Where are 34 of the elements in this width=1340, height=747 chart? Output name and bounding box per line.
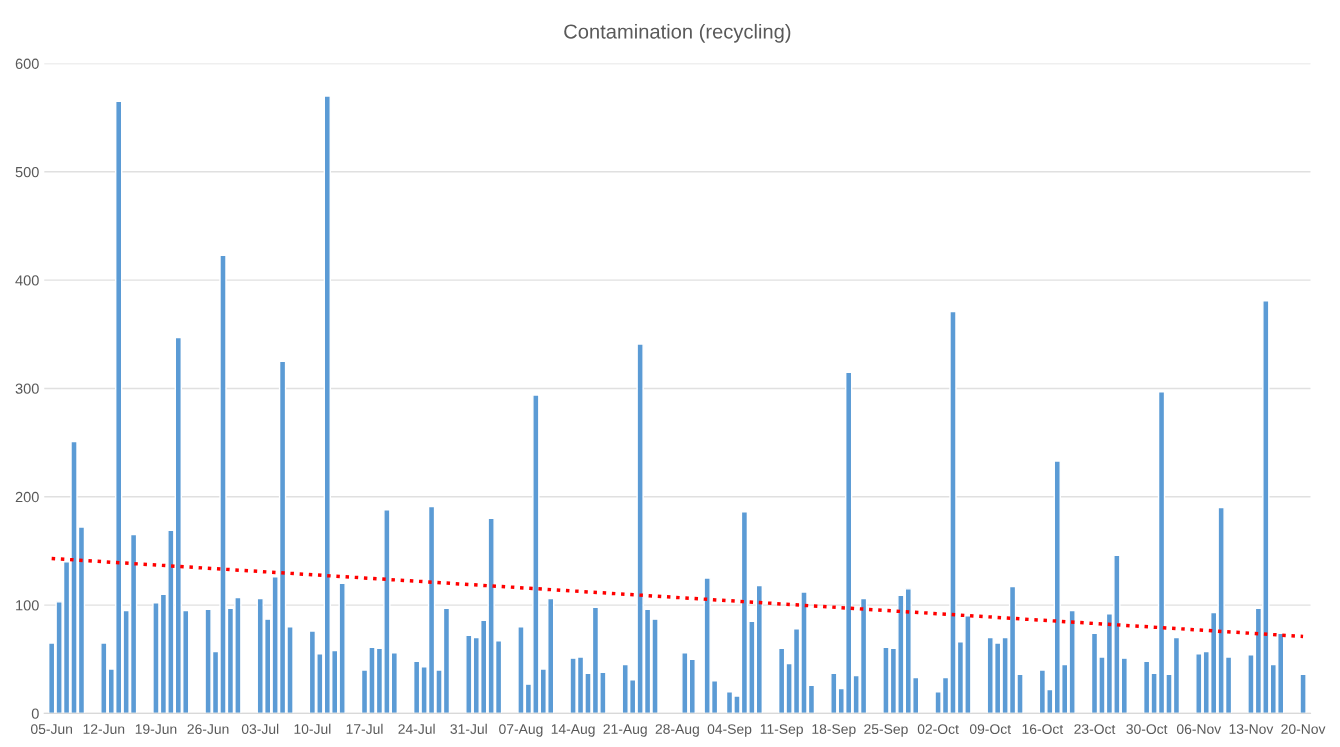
x-tick-label: 24-Jul: [398, 723, 435, 734]
x-tick-label: 21-Aug: [603, 724, 647, 737]
x-tick-label: 17-Jul: [346, 723, 383, 734]
x-tick-label: 20-Nov: [1281, 724, 1326, 734]
x-tick-label: 05-Jun: [30, 724, 72, 734]
x-tick-label: 06-Nov: [1176, 724, 1222, 734]
y-tick-label: 400: [15, 275, 39, 286]
x-tick-label: 25-Sep: [864, 724, 908, 737]
x-tick-label: 02-Oct: [917, 724, 959, 734]
x-tick-label: 04-Sep: [707, 724, 752, 737]
x-tick-label: 26-Jun: [187, 724, 229, 734]
x-tick-label: 09-Oct: [969, 724, 1011, 734]
x-tick-label: 14-Aug: [551, 724, 595, 737]
y-tick-label: 500: [15, 166, 39, 178]
x-tick-label: 03-Jul: [241, 723, 279, 734]
x-tick-label: 10-Jul: [294, 723, 331, 734]
y-tick-label: 0: [31, 708, 39, 719]
x-tick-label: 07-Aug: [499, 724, 543, 737]
bar: [1299, 673, 1307, 714]
x-tick-label: 28-Aug: [655, 724, 699, 737]
x-tick-label: 23-Oct: [1074, 724, 1116, 734]
x-tick-label: 30-Oct: [1126, 724, 1168, 734]
y-tick-label: 600: [15, 58, 39, 69]
x-tick-label: 11-Sep: [760, 724, 803, 737]
x-tick-label: 16-Oct: [1022, 724, 1064, 734]
x-tick-label: 31-Jul: [450, 723, 487, 734]
x-tick-label: 18-Sep: [812, 724, 856, 737]
x-tick-label: 13-Nov: [1229, 724, 1274, 734]
y-tick-label: 200: [15, 491, 39, 503]
y-tick-label: 300: [15, 383, 39, 394]
chart-title: Contamination (recycling): [564, 23, 791, 43]
x-tick-label: 19-Jun: [135, 724, 177, 734]
x-tick-label: 12-Jun: [83, 724, 125, 734]
y-tick-label: 100: [16, 600, 39, 611]
